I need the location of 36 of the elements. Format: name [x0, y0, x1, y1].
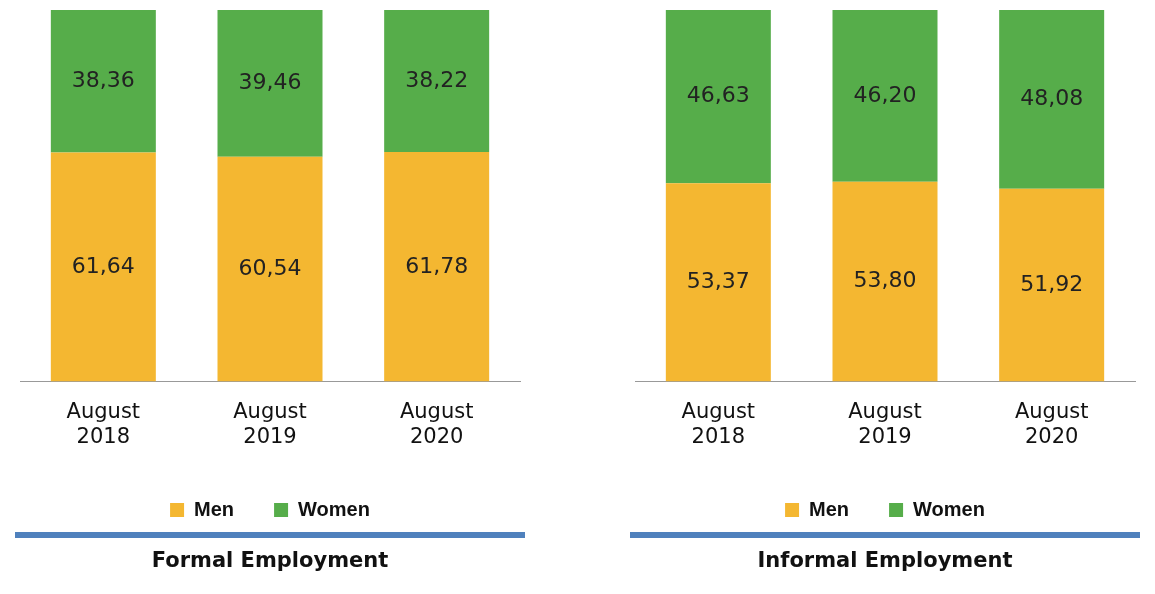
data-label: 61,64	[71, 252, 135, 278]
bar	[665, 183, 771, 382]
data-label: 48,08	[1020, 85, 1084, 111]
bar	[832, 181, 938, 382]
bar	[217, 156, 323, 382]
x-tick-label: August 2020	[399, 398, 474, 448]
data-label: 39,46	[238, 69, 302, 95]
bar	[999, 188, 1105, 382]
x-tick-label: August 2018	[681, 398, 756, 448]
legend-label: Men	[194, 497, 235, 520]
data-label: 38,22	[405, 66, 469, 92]
bar	[50, 152, 156, 382]
bar	[665, 10, 771, 184]
x-tick-label: August 2020	[1014, 398, 1089, 448]
bar	[384, 152, 490, 382]
data-label: 61,78	[405, 252, 469, 278]
legend-label: Men	[809, 497, 850, 520]
data-label: 51,92	[1020, 270, 1084, 296]
x-tick-label: August 2018	[66, 398, 141, 448]
text: Formal Employment	[151, 548, 389, 572]
x-tick-label: August 2019	[233, 398, 307, 448]
data-label: 38,36	[71, 66, 135, 92]
data-label: 53,37	[686, 268, 750, 294]
bar	[50, 10, 156, 153]
data-label: 60,54	[238, 254, 302, 280]
bar	[384, 10, 490, 153]
bar	[217, 10, 323, 157]
legend-label: Women	[913, 497, 985, 520]
bar	[999, 10, 1105, 189]
bar	[832, 10, 938, 182]
text: Informal Employment	[757, 548, 1013, 572]
data-label: 46,63	[686, 82, 750, 108]
legend-label: Women	[298, 497, 370, 520]
data-label: 53,80	[853, 267, 917, 293]
data-label: 46,20	[853, 81, 917, 107]
x-tick-label: August 2019	[848, 398, 922, 448]
